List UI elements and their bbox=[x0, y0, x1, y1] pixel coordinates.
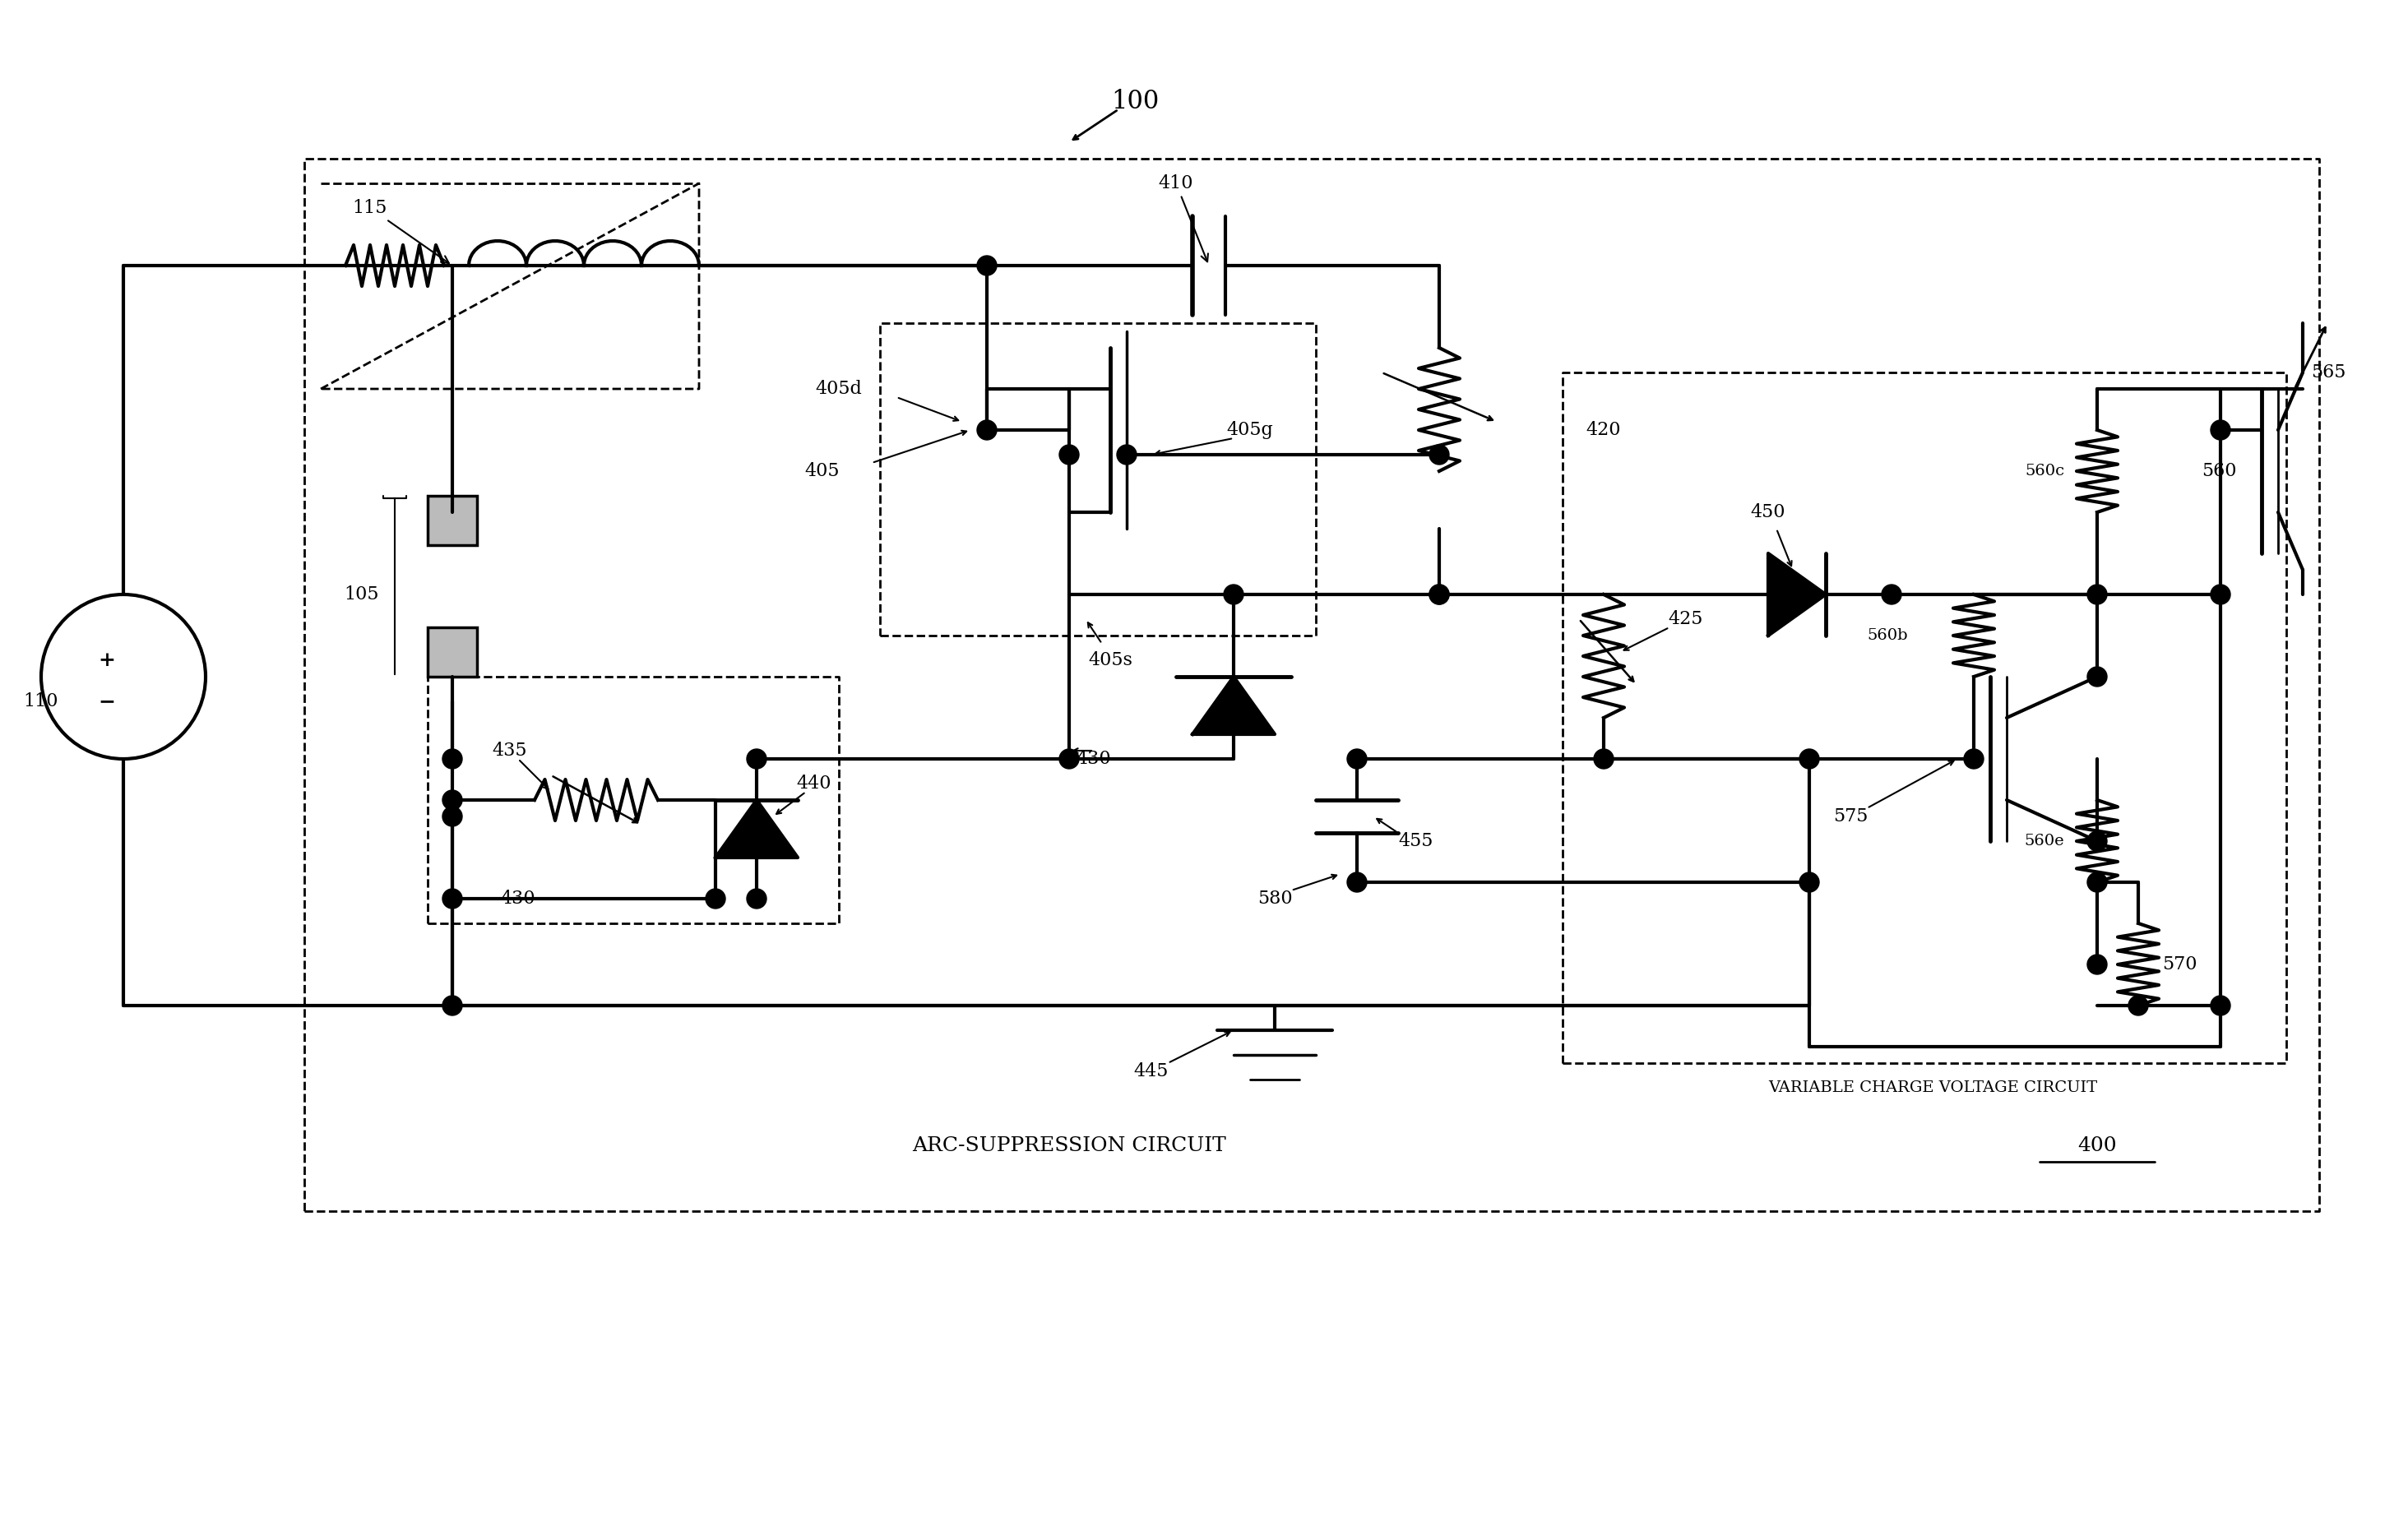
Circle shape bbox=[1881, 585, 1902, 604]
Text: 105: 105 bbox=[344, 585, 380, 604]
Text: −: − bbox=[99, 691, 116, 711]
Circle shape bbox=[1117, 445, 1137, 465]
Text: 430: 430 bbox=[1076, 750, 1112, 768]
Circle shape bbox=[1430, 585, 1450, 604]
Circle shape bbox=[2088, 832, 2107, 852]
Text: VARIABLE CHARGE VOLTAGE CIRCUIT: VARIABLE CHARGE VOLTAGE CIRCUIT bbox=[1767, 1081, 2097, 1095]
Circle shape bbox=[1346, 872, 1368, 892]
Circle shape bbox=[978, 420, 997, 440]
Circle shape bbox=[443, 748, 462, 768]
Circle shape bbox=[2088, 872, 2107, 892]
Text: 450: 450 bbox=[1751, 504, 1787, 521]
Text: 420: 420 bbox=[1587, 420, 1621, 439]
Text: ARC-SUPPRESSION CIRCUIT: ARC-SUPPRESSION CIRCUIT bbox=[913, 1137, 1226, 1155]
Text: 440: 440 bbox=[797, 775, 831, 793]
Circle shape bbox=[746, 748, 766, 768]
FancyBboxPatch shape bbox=[429, 496, 477, 545]
Circle shape bbox=[1060, 748, 1079, 768]
Text: 560b: 560b bbox=[1866, 628, 1907, 644]
Text: +: + bbox=[99, 650, 116, 670]
Polygon shape bbox=[1767, 553, 1825, 636]
Circle shape bbox=[706, 889, 725, 909]
Text: 430: 430 bbox=[501, 890, 535, 907]
Circle shape bbox=[1594, 748, 1613, 768]
Text: 110: 110 bbox=[24, 693, 58, 710]
Text: 425: 425 bbox=[1669, 610, 1702, 628]
Circle shape bbox=[2088, 667, 2107, 687]
Text: 115: 115 bbox=[352, 199, 448, 263]
Circle shape bbox=[2129, 996, 2148, 1015]
Text: 565: 565 bbox=[2312, 363, 2345, 382]
Circle shape bbox=[1346, 748, 1368, 768]
Circle shape bbox=[443, 790, 462, 810]
Text: 405: 405 bbox=[804, 462, 840, 480]
Text: 580: 580 bbox=[1257, 890, 1293, 907]
Text: 560e: 560e bbox=[2025, 833, 2064, 849]
Circle shape bbox=[2211, 420, 2230, 440]
Text: 560c: 560c bbox=[2025, 464, 2064, 479]
Circle shape bbox=[1430, 445, 1450, 465]
Text: 575: 575 bbox=[1832, 807, 1869, 825]
Text: 435: 435 bbox=[491, 742, 527, 759]
Circle shape bbox=[978, 256, 997, 276]
Text: 570: 570 bbox=[2162, 955, 2196, 973]
Text: 100: 100 bbox=[1110, 88, 1158, 114]
Circle shape bbox=[1799, 872, 1818, 892]
Text: 405g: 405g bbox=[1226, 420, 1274, 439]
Text: 410: 410 bbox=[1158, 174, 1209, 262]
Text: 405s: 405s bbox=[1088, 651, 1132, 670]
Text: 400: 400 bbox=[2078, 1137, 2117, 1155]
Polygon shape bbox=[1192, 676, 1274, 735]
Circle shape bbox=[2211, 585, 2230, 604]
Circle shape bbox=[443, 996, 462, 1015]
Circle shape bbox=[1060, 445, 1079, 465]
Circle shape bbox=[443, 807, 462, 827]
Circle shape bbox=[1799, 748, 1818, 768]
Text: 405d: 405d bbox=[816, 380, 862, 397]
Polygon shape bbox=[715, 799, 797, 858]
Circle shape bbox=[2088, 955, 2107, 975]
FancyBboxPatch shape bbox=[429, 627, 477, 676]
Text: 560: 560 bbox=[2201, 462, 2237, 480]
Circle shape bbox=[1965, 748, 1984, 768]
Circle shape bbox=[746, 889, 766, 909]
Text: 445: 445 bbox=[1134, 1063, 1168, 1081]
Circle shape bbox=[443, 889, 462, 909]
Circle shape bbox=[1223, 585, 1243, 604]
Circle shape bbox=[1430, 585, 1450, 604]
Circle shape bbox=[2211, 996, 2230, 1015]
Text: 455: 455 bbox=[1399, 832, 1433, 850]
Circle shape bbox=[2088, 585, 2107, 604]
